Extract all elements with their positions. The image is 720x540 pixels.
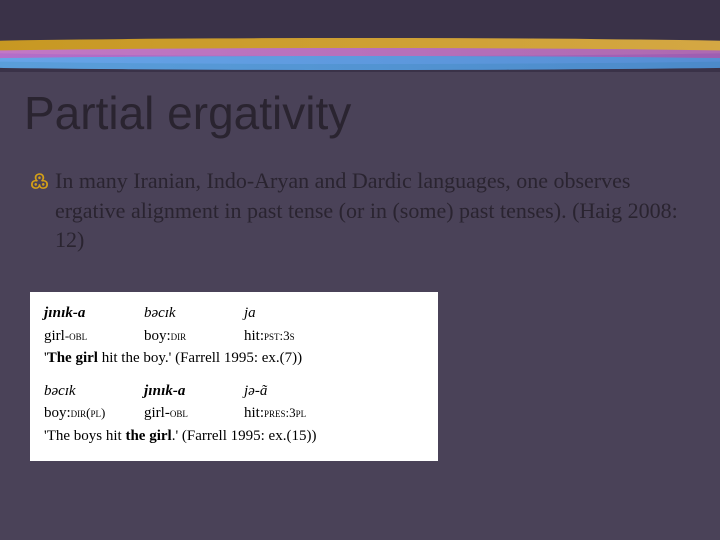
slide-title: Partial ergativity (24, 86, 351, 140)
example1-gloss-row: girl-obl boy:dir hit:pst:3s (44, 325, 424, 348)
example1-source-row: jɪnɪk-a bəcɪk ja (44, 302, 424, 325)
ex2-gloss1: boy:dir(pl) (44, 402, 144, 425)
bullet-block: ߷ In many Iranian, Indo-Aryan and Dardic… (30, 166, 680, 255)
example2-translation: 'The boys hit the girl.' (Farrell 1995: … (44, 425, 424, 448)
ex2-word2: jɪnɪk-a (144, 380, 244, 403)
ex1-gloss3: hit:pst:3s (244, 325, 424, 348)
example2-gloss-row: boy:dir(pl) girl-obl hit:pres:3pl (44, 402, 424, 425)
ex2-word1: bəcɪk (44, 380, 144, 403)
ex1-word1: jɪnɪk-a (44, 302, 144, 325)
ex1-word2: bəcɪk (144, 302, 244, 325)
ex2-gloss3: hit:pres:3pl (244, 402, 424, 425)
ex1-gloss2: boy:dir (144, 325, 244, 348)
header-band (0, 0, 720, 72)
linguistic-examples-box: jɪnɪk-a bəcɪk ja girl-obl boy:dir hit:ps… (30, 292, 438, 461)
bullet-swirl-icon: ߷ (30, 169, 49, 196)
ex2-gloss2: girl-obl (144, 402, 244, 425)
decorative-curve-blue (0, 56, 720, 70)
ex1-word3: ja (244, 302, 424, 325)
ex1-gloss1: girl-obl (44, 325, 144, 348)
example1-translation: 'The girl hit the boy.' (Farrell 1995: e… (44, 347, 424, 370)
bullet-text: In many Iranian, Indo-Aryan and Dardic l… (55, 166, 680, 255)
bullet-item: ߷ In many Iranian, Indo-Aryan and Dardic… (30, 166, 680, 255)
ex2-word3: jə-ã (244, 380, 424, 403)
example2-source-row: bəcɪk jɪnɪk-a jə-ã (44, 380, 424, 403)
